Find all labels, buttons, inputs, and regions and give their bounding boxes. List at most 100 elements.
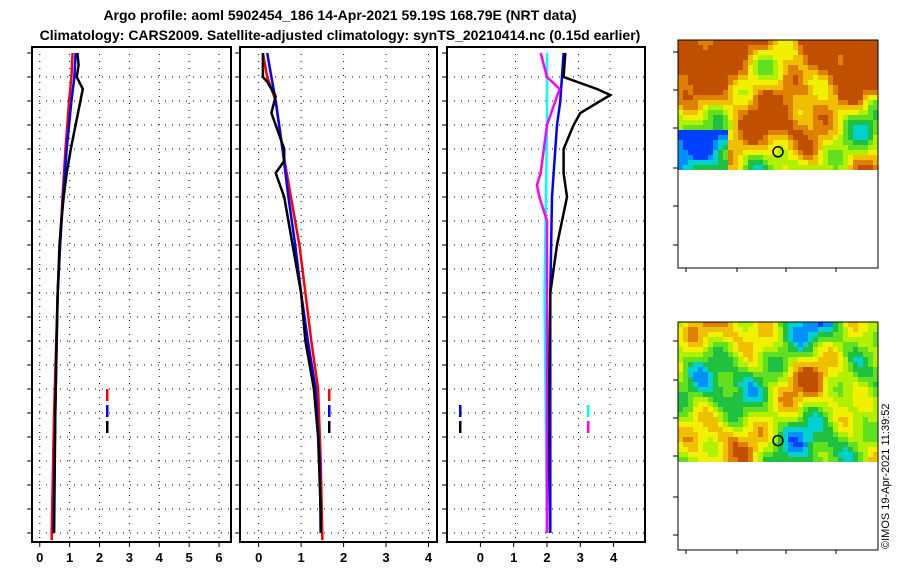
map-cell (738, 452, 743, 457)
map-cell (853, 60, 858, 65)
map-cell (763, 337, 768, 342)
map-cell (753, 65, 758, 70)
map-cell (708, 377, 713, 382)
map-cell (758, 337, 763, 342)
map-cell (768, 90, 773, 95)
map-cell (838, 100, 843, 105)
legend-swatch (106, 405, 109, 417)
map-cell (813, 392, 818, 397)
map-cell (748, 145, 753, 150)
map-cell (833, 327, 838, 332)
map-cell (863, 357, 868, 362)
map-cell (858, 382, 863, 387)
map-cell (778, 75, 783, 80)
map-cell (813, 40, 818, 45)
map-cell (858, 115, 863, 120)
map-cell (678, 140, 683, 145)
map-cell (733, 422, 738, 427)
map-cell (768, 125, 773, 130)
map-cell (683, 95, 688, 100)
map-cell (798, 75, 803, 80)
map-cell (873, 387, 878, 392)
map-cell (713, 85, 718, 90)
map-cell (858, 60, 863, 65)
map-cell (843, 382, 848, 387)
map-cell (803, 382, 808, 387)
map-cell (688, 80, 693, 85)
map-cell (823, 397, 828, 402)
map-cell (838, 412, 843, 417)
legend-swatch (328, 421, 331, 433)
map-cell (743, 140, 748, 145)
map-cell (703, 145, 708, 150)
map-cell (873, 90, 878, 95)
map-cell (688, 437, 693, 442)
map-cell (793, 452, 798, 457)
map-cell (828, 352, 833, 357)
map-cell (778, 45, 783, 50)
map-cell (748, 407, 753, 412)
map-cell (828, 65, 833, 70)
map-cell (758, 372, 763, 377)
map-cell (743, 427, 748, 432)
map-cell (768, 452, 773, 457)
map-cell (873, 120, 878, 125)
map-cell (793, 402, 798, 407)
map-cell (863, 372, 868, 377)
map-cell (778, 160, 783, 165)
map-cell (773, 40, 778, 45)
map-cell (773, 397, 778, 402)
map-cell (738, 427, 743, 432)
map-cell (843, 357, 848, 362)
map-cell (698, 90, 703, 95)
map-cell (763, 387, 768, 392)
map-cell (683, 362, 688, 367)
map-cell (858, 90, 863, 95)
map-cell (838, 135, 843, 140)
map-cell (848, 427, 853, 432)
map-cell (718, 337, 723, 342)
map-cell (773, 382, 778, 387)
map-cell (748, 412, 753, 417)
map-cell (868, 422, 873, 427)
map-cell (808, 120, 813, 125)
map-cell (733, 110, 738, 115)
map-cell (818, 165, 823, 170)
map-cell (823, 160, 828, 165)
map-cell (873, 442, 878, 447)
map-cell (793, 427, 798, 432)
map-cell (758, 392, 763, 397)
map-cell (708, 80, 713, 85)
map-cell (803, 40, 808, 45)
map-cell (863, 75, 868, 80)
map-cell (803, 397, 808, 402)
map-cell (793, 50, 798, 55)
map-cell (858, 362, 863, 367)
map-cell (768, 402, 773, 407)
map-cell (753, 160, 758, 165)
map-cell (703, 332, 708, 337)
map-cell (868, 135, 873, 140)
map-cell (818, 135, 823, 140)
map-cell (788, 322, 793, 327)
map-cell (743, 45, 748, 50)
map-cell (843, 55, 848, 60)
map-cell (823, 457, 828, 462)
map-cell (813, 145, 818, 150)
map-cell (758, 110, 763, 115)
map-cell (683, 422, 688, 427)
map-cell (708, 442, 713, 447)
map-cell (813, 120, 818, 125)
map-cell (688, 75, 693, 80)
map-cell (763, 115, 768, 120)
map-cell (833, 130, 838, 135)
map-cell (718, 155, 723, 160)
map-cell (823, 40, 828, 45)
map-cell (708, 75, 713, 80)
map-cell (798, 160, 803, 165)
map-cell (768, 422, 773, 427)
map-cell (748, 160, 753, 165)
map-cell (788, 387, 793, 392)
map-cell (728, 457, 733, 462)
map-cell (683, 145, 688, 150)
